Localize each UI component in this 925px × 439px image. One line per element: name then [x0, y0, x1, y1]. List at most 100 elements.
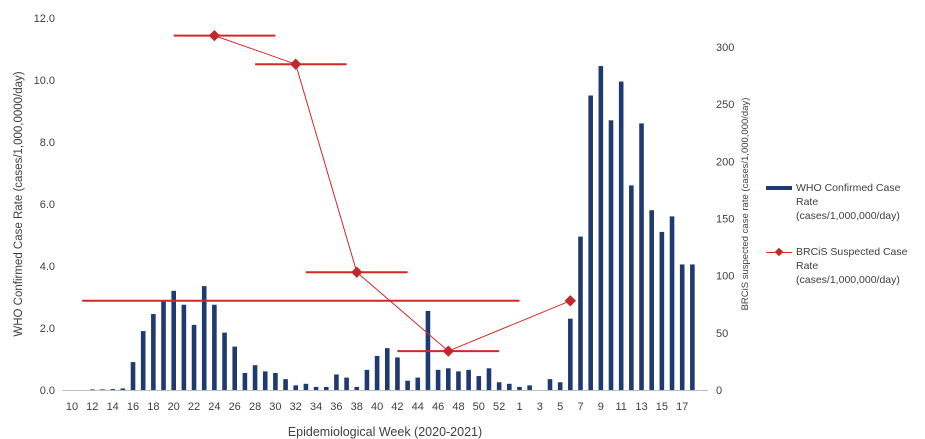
x-tick-label: 34: [310, 401, 322, 413]
x-tick-label: 20: [168, 401, 180, 413]
right-tick-label: 50: [716, 328, 728, 340]
bar-week-44-34: [415, 377, 421, 390]
x-tick-label: 13: [635, 401, 647, 413]
legend-swatch-bar: [766, 186, 792, 190]
bar-week-22-12: [191, 324, 197, 390]
x-tick-label: 50: [473, 401, 485, 413]
bar-week-14-4: [110, 389, 115, 390]
legend-item-brcis: BRCiS Suspected Case Rate (cases/1,000,0…: [766, 245, 921, 287]
right-tick-label: 200: [716, 156, 734, 168]
x-tick-label: 46: [432, 401, 444, 413]
bar-week-43-33: [405, 380, 410, 390]
bar-week-42-32: [395, 357, 400, 390]
bar-week-46-36: [435, 369, 441, 390]
bar-week-19-9: [161, 300, 166, 390]
bar-week-50-40: [476, 376, 482, 390]
x-tick-label: 48: [452, 401, 464, 413]
bar-week-13-3: [100, 389, 105, 390]
bar-week-29-19: [262, 371, 268, 390]
brcis-markers: [208, 29, 576, 357]
bar-week-48-38: [456, 371, 461, 390]
bar-week-17-60: [679, 264, 685, 390]
left-tick-label: 4.0: [40, 261, 55, 273]
bar-week-15-58: [659, 231, 665, 390]
x-tick-label: 44: [412, 401, 424, 413]
bar-week-37-27: [344, 377, 349, 390]
bar-week-21-11: [181, 304, 187, 390]
bar-week-47-37: [445, 368, 451, 390]
x-tick-label: 26: [229, 401, 241, 413]
right-tick-label: 300: [716, 42, 734, 54]
x-tick-label: 28: [249, 401, 261, 413]
x-tick-label: 42: [391, 401, 403, 413]
left-axis-title: WHO Confirmed Case Rate (cases/1,000,000…: [13, 71, 25, 336]
x-axis-ticks: 10 12 14 16 18 20 22 24 26 28 30 32 34 36 38 40 42 44 46 48…: [66, 401, 688, 413]
right-tick-label: 0: [716, 385, 722, 397]
right-axis-title: BRCiS suspected case rate (cases/1,000,0…: [740, 98, 751, 311]
x-tick-label: 22: [188, 401, 200, 413]
left-tick-label: 0.0: [40, 385, 55, 397]
right-tick-label: 100: [716, 271, 734, 283]
bar-week-8-51: [588, 95, 593, 390]
bar-week-36-26: [334, 374, 339, 390]
bar-week-20-10: [171, 290, 176, 390]
x-tick-label: 32: [290, 401, 302, 413]
x-tick-label: 52: [493, 401, 505, 413]
x-tick-label: 17: [676, 401, 688, 413]
left-tick-label: 10.0: [34, 75, 55, 87]
brcis-point-4: [564, 295, 576, 307]
x-tick-label: 30: [269, 401, 281, 413]
bar-week-52-42: [496, 382, 502, 390]
bar-week-14-57: [649, 210, 654, 390]
bar-week-13-56: [639, 123, 644, 391]
x-tick-label: 16: [127, 401, 139, 413]
x-tick-label: 18: [147, 401, 159, 413]
x-axis-title: Epidemiological Week (2020-2021): [288, 425, 482, 439]
x-tick-label: 9: [598, 401, 604, 413]
bar-week-5-48: [557, 382, 563, 390]
bar-week-26-16: [232, 346, 238, 390]
legend: WHO Confirmed Case Rate (cases/1,000,000…: [766, 181, 921, 309]
bar-week-31-21: [283, 379, 288, 390]
x-tick-label: 7: [577, 401, 583, 413]
bar-week-51-41: [486, 368, 492, 390]
bar-week-35-25: [323, 386, 329, 390]
x-tick-label: 40: [371, 401, 383, 413]
bar-week-49-39: [466, 369, 471, 390]
left-tick-label: 2.0: [40, 323, 55, 335]
bar-week-4-47: [547, 379, 553, 390]
brcis-point-0: [208, 29, 221, 42]
x-tick-label: 11: [615, 401, 626, 413]
bar-week-17-7: [140, 331, 146, 390]
bar-week-6-49: [568, 318, 573, 390]
left-tick-label: 12.0: [34, 13, 55, 25]
left-tick-label: 6.0: [40, 199, 55, 211]
bar-week-34-24: [313, 386, 319, 390]
bar-week-16-59: [669, 216, 675, 390]
bar-week-18-8: [151, 314, 156, 390]
bar-week-2-45: [527, 385, 532, 390]
bar-week-15-5: [120, 388, 126, 390]
bar-week-32-22: [293, 385, 299, 390]
x-tick-label: 1: [516, 401, 522, 413]
left-axis-ticks: 0.0 2.0 4.0 6.0 8.0 10.0 12.0: [34, 13, 55, 397]
right-axis-ticks: 0 50 100 150 200 250 300: [716, 42, 734, 397]
x-tick-label: 38: [351, 401, 363, 413]
x-tick-label: 5: [557, 401, 563, 413]
plot-area: [62, 29, 708, 391]
x-tick-label: 36: [330, 401, 342, 413]
x-tick-label: 12: [86, 401, 98, 413]
x-tick-label: 24: [208, 401, 220, 413]
bar-week-10-53: [608, 120, 614, 391]
x-tick-label: 10: [66, 401, 78, 413]
x-tick-label: 14: [107, 401, 119, 413]
bar-week-28-18: [252, 365, 258, 390]
bar-week-40-30: [374, 355, 380, 390]
right-tick-label: 250: [716, 99, 734, 111]
right-tick-label: 150: [716, 214, 734, 226]
legend-item-who: WHO Confirmed Case Rate (cases/1,000,000…: [766, 181, 921, 223]
bars: [90, 66, 695, 391]
bar-week-11-54: [618, 81, 624, 391]
bar-week-1-44: [517, 386, 522, 390]
